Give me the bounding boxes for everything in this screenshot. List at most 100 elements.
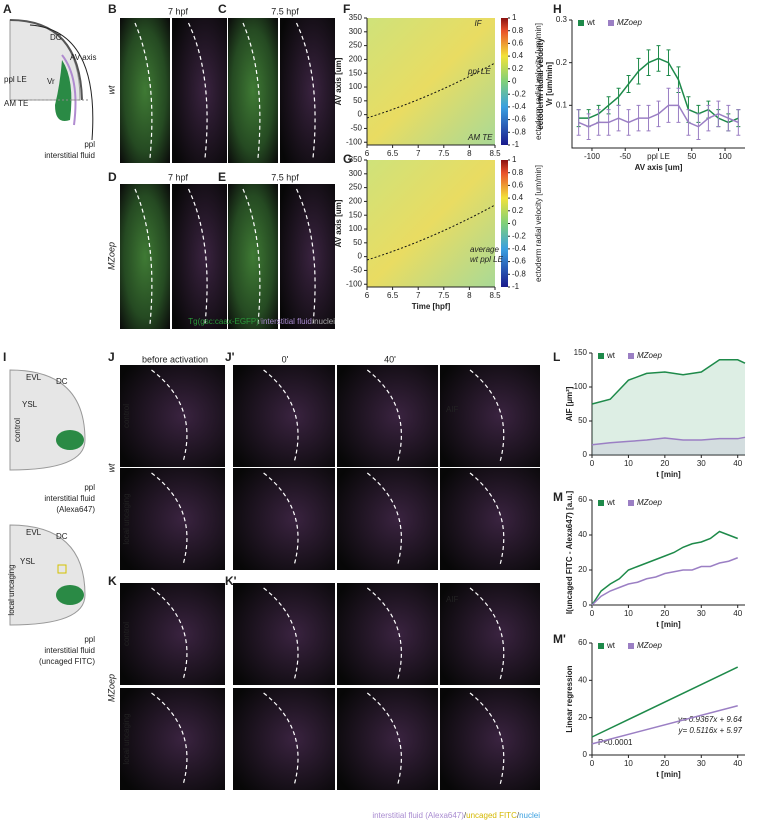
outline [151, 692, 188, 786]
y-tick-label: 60 [578, 638, 587, 647]
column-header: 7.5 hpf [271, 172, 299, 182]
colorbar-tick-label: 0 [512, 219, 517, 228]
micrograph [280, 184, 335, 329]
y-axis-label: ectoderm radial velocity [536, 38, 545, 130]
colorbar-tick-label: -0.6 [512, 115, 526, 124]
micrograph [120, 18, 170, 163]
x-tick-label: 0 [590, 759, 595, 768]
error-bar [706, 104, 711, 132]
schematic-label: YSL [20, 557, 36, 566]
schematic-label: ppl [84, 483, 95, 492]
row-label: wt [106, 463, 116, 472]
y-tick-label: 350 [349, 155, 363, 164]
y-tick-label: 250 [349, 183, 363, 192]
panel-letter: K [108, 574, 117, 588]
schematic-label: DC [56, 377, 68, 386]
row-label: wt [106, 85, 116, 94]
micrograph [172, 184, 227, 329]
x-tick-label: 7.5 [438, 149, 450, 158]
micrograph [120, 184, 170, 329]
panel-letter: D [108, 170, 117, 184]
legend-swatch [628, 353, 634, 359]
outline [263, 587, 299, 681]
outline [151, 369, 188, 463]
x-tick-label: ppl LE [647, 152, 670, 161]
x-tick-label: 20 [660, 759, 669, 768]
x-tick-label: -50 [619, 152, 631, 161]
legend-label: MZoep [637, 641, 662, 650]
schematic-label: Vr [47, 77, 55, 86]
schematic-label: AM TE [4, 99, 28, 108]
caption-part: / [464, 811, 467, 820]
column-header: 7.5 hpf [271, 6, 299, 16]
colorbar-tick-label: -1 [512, 282, 520, 291]
micrograph [233, 365, 335, 467]
annotation: y= 0.5116x + 5.97 [678, 726, 743, 735]
x-tick-label: 6 [365, 149, 370, 158]
annotation: ppl LE [467, 67, 491, 76]
colorbar-tick-label: 1 [512, 155, 517, 164]
x-tick-label: 30 [697, 609, 706, 618]
legend-swatch [578, 20, 584, 26]
micrograph [233, 468, 335, 570]
error-bar [726, 104, 731, 132]
x-tick-label: 20 [660, 609, 669, 618]
column-header: 40' [384, 354, 396, 364]
panel-letter: K' [225, 574, 237, 588]
annotation: AIF [446, 405, 459, 414]
outline [366, 587, 402, 681]
panel-letter: L [553, 350, 560, 364]
micrograph [440, 583, 540, 685]
y-tick-label: 100 [349, 82, 363, 91]
row-label: MZoep [106, 242, 116, 270]
series-line [591, 436, 746, 446]
outline [263, 472, 299, 566]
micrograph [233, 688, 335, 790]
legend-swatch [628, 500, 634, 506]
column-header: 7 hpf [168, 172, 189, 182]
y-tick-label: 150 [349, 68, 363, 77]
x-axis-label: Time [hpf] [412, 302, 451, 311]
y-tick-label: 300 [349, 27, 363, 36]
y-tick-label: 50 [353, 238, 362, 247]
legend-label: MZoep [637, 351, 662, 360]
x-tick-label: 30 [697, 759, 706, 768]
x-tick-label: 30 [697, 459, 706, 468]
outline [295, 22, 316, 159]
outline [295, 188, 316, 325]
error-bar [586, 113, 591, 140]
micrograph [233, 583, 335, 685]
colorbar-tick-label: -0.6 [512, 257, 526, 266]
area [592, 359, 745, 455]
y-tick-label: 100 [574, 382, 588, 391]
colorbar [501, 18, 508, 145]
y-tick-label: 0 [358, 110, 363, 119]
error-bar [686, 109, 691, 136]
y-tick-label: 350 [349, 13, 363, 22]
annotation: AM TE [467, 133, 493, 142]
schematic-label: ppl LE [4, 75, 27, 84]
micrograph [120, 583, 225, 685]
caption-part: uncaged FITC [466, 811, 517, 820]
y-tick-label: 20 [578, 713, 587, 722]
reference-line [366, 62, 496, 119]
outline [151, 472, 188, 566]
outline [366, 369, 402, 463]
caption: Tg(gsc:caax-EGFP)/interstitial fluid/nuc… [188, 317, 335, 326]
caption-part: Tg(gsc:caax-EGFP) [188, 317, 259, 326]
legend-label: MZoep [617, 18, 642, 27]
annotation: y= 0.9367x + 9.64 [677, 715, 743, 724]
condition-label: control [122, 622, 131, 646]
x-tick-label: 7 [416, 149, 421, 158]
schematic-label: DC [56, 532, 68, 541]
outline [134, 188, 153, 325]
legend-swatch [598, 353, 604, 359]
annotation: AIF [446, 595, 459, 604]
error-bar [646, 49, 651, 76]
y-tick-label: 40 [578, 530, 587, 539]
micrograph [337, 468, 438, 570]
panel-letter: E [218, 170, 226, 184]
colorbar-tick-label: -0.8 [512, 127, 526, 136]
outline [366, 692, 402, 786]
colorbar-tick-label: -0.2 [512, 231, 526, 240]
